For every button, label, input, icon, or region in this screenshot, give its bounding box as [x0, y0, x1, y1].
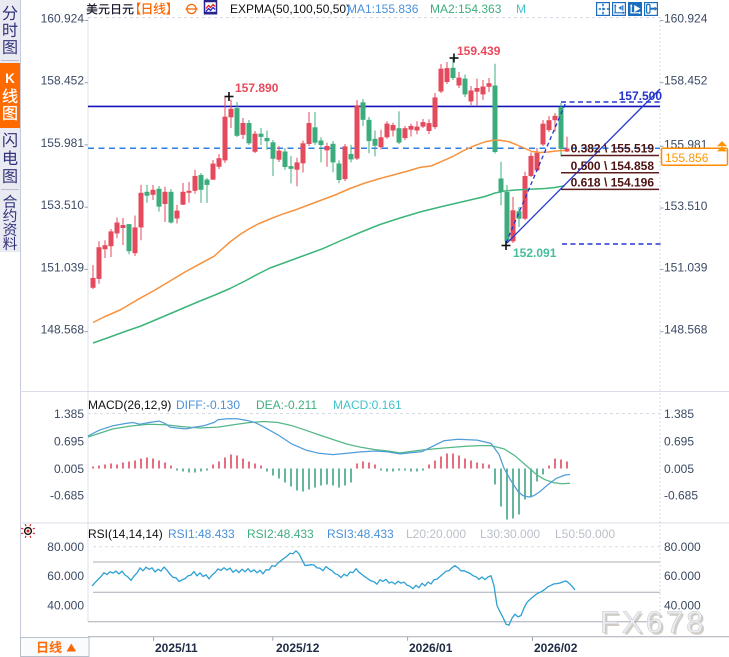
svg-text:148.568: 148.568	[664, 323, 708, 337]
svg-text:0.005: 0.005	[664, 462, 694, 476]
svg-text:2025/12: 2025/12	[276, 641, 320, 655]
svg-text:155.981: 155.981	[41, 136, 85, 150]
svg-text:80.000: 80.000	[47, 540, 84, 554]
svg-text:RSI1:48.433: RSI1:48.433	[168, 527, 235, 541]
svg-text:FX678: FX678	[602, 607, 708, 642]
svg-text:158.452: 158.452	[664, 74, 708, 88]
svg-text:2025/11: 2025/11	[155, 641, 198, 655]
svg-text:60.000: 60.000	[664, 569, 701, 583]
svg-text:MA2:154.363: MA2:154.363	[430, 2, 502, 16]
svg-text:151.039: 151.039	[41, 260, 85, 274]
svg-text:157.500: 157.500	[619, 89, 663, 103]
svg-text:FX678: FX678	[600, 605, 706, 640]
svg-text:151.039: 151.039	[664, 260, 708, 274]
svg-text:159.439: 159.439	[457, 44, 501, 58]
svg-text:2026/02: 2026/02	[534, 641, 578, 655]
svg-text:158.452: 158.452	[41, 74, 85, 88]
svg-text:160.924: 160.924	[41, 12, 85, 26]
svg-text:80.000: 80.000	[664, 540, 701, 554]
svg-text:2026/01: 2026/01	[409, 641, 453, 655]
svg-text:157.890: 157.890	[235, 81, 279, 95]
svg-text:0.382 \ 155.519: 0.382 \ 155.519	[571, 142, 655, 156]
svg-text:0.695: 0.695	[54, 435, 84, 449]
svg-text:RSI2:48.433: RSI2:48.433	[247, 527, 314, 541]
svg-text:40.000: 40.000	[664, 598, 701, 612]
svg-text:0.695: 0.695	[664, 435, 694, 449]
svg-text:0.618 \ 154.196: 0.618 \ 154.196	[571, 175, 655, 189]
svg-text:M: M	[516, 2, 526, 16]
svg-text:-0.685: -0.685	[50, 489, 84, 503]
svg-text:0.500 \ 154.858: 0.500 \ 154.858	[571, 159, 655, 173]
svg-text:155.856: 155.856	[665, 151, 709, 165]
svg-text:L20:20.000: L20:20.000	[406, 527, 466, 541]
svg-text:L30:30.000: L30:30.000	[480, 527, 540, 541]
svg-text:153.510: 153.510	[664, 199, 708, 213]
svg-text:L50:50.000: L50:50.000	[555, 527, 615, 541]
svg-text:60.000: 60.000	[47, 569, 84, 583]
svg-text:-0.685: -0.685	[664, 489, 698, 503]
svg-text:MACD(26,12,9): MACD(26,12,9)	[88, 398, 171, 412]
svg-text:DEA:-0.211: DEA:-0.211	[256, 398, 317, 412]
svg-text:160.924: 160.924	[664, 12, 708, 26]
svg-text:148.568: 148.568	[41, 323, 85, 337]
svg-text:MA1:155.836: MA1:155.836	[347, 2, 419, 16]
svg-text:K: K	[5, 71, 15, 86]
svg-text:1.385: 1.385	[664, 407, 694, 421]
svg-text:152.091: 152.091	[513, 246, 557, 260]
svg-text:RSI(14,14,14): RSI(14,14,14)	[88, 527, 163, 541]
svg-text:EXPMA(50,100,50,50): EXPMA(50,100,50,50)	[230, 2, 350, 16]
svg-text:40.000: 40.000	[47, 598, 84, 612]
svg-text:RSI3:48.433: RSI3:48.433	[327, 527, 394, 541]
svg-text:0.005: 0.005	[54, 462, 84, 476]
svg-text:MACD:0.161: MACD:0.161	[333, 398, 402, 412]
svg-text:153.510: 153.510	[41, 198, 85, 212]
svg-text:1.385: 1.385	[54, 407, 84, 421]
svg-text:DIFF:-0.130: DIFF:-0.130	[176, 398, 240, 412]
